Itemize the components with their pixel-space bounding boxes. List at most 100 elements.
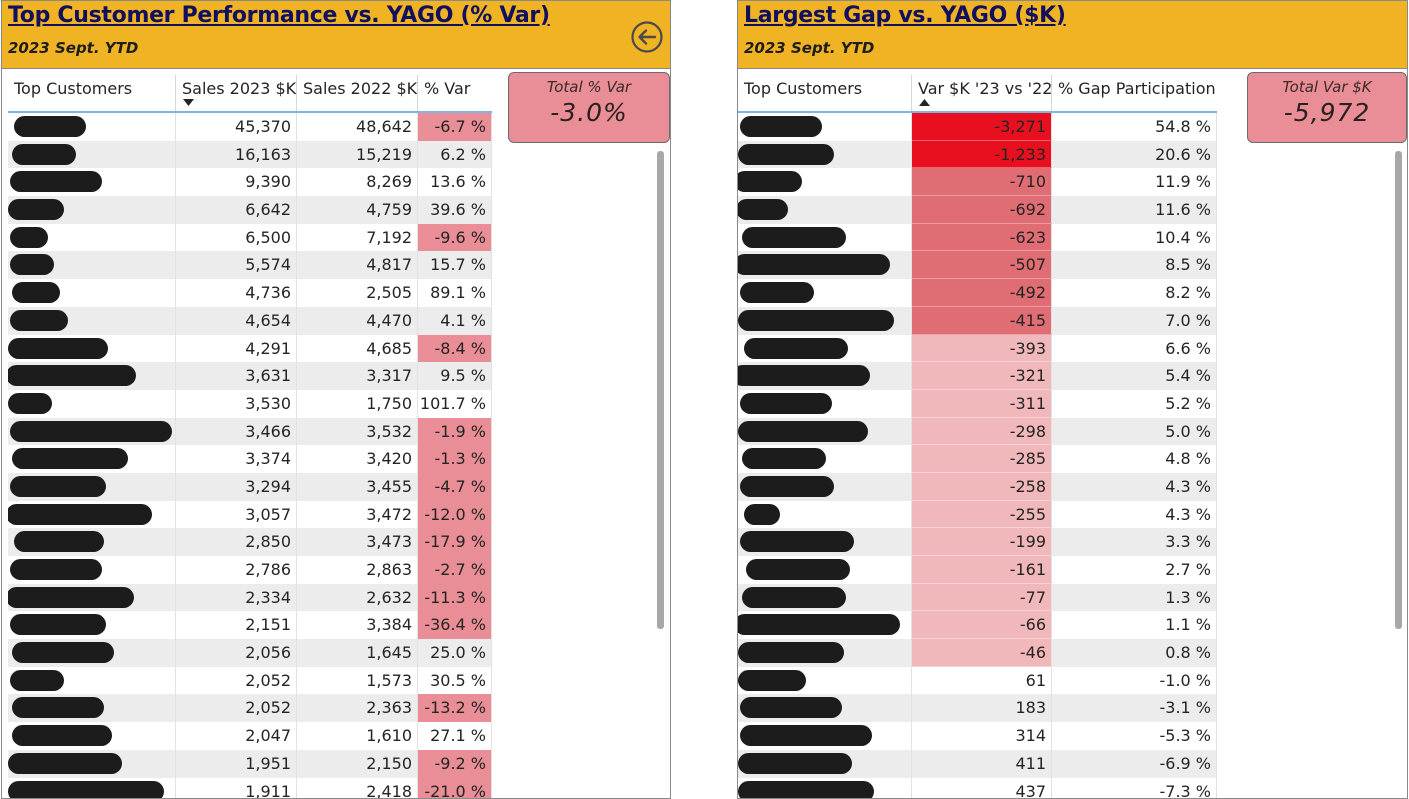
sales-2023-cell: 4,736 — [176, 279, 297, 307]
table-row[interactable]: 437 -7.3 % — [738, 777, 1217, 798]
table-row[interactable]: -692 11.6 % — [738, 196, 1217, 224]
column-header-var-k[interactable]: Var $K '23 vs '22 — [912, 75, 1052, 111]
customer-name-cell — [8, 417, 176, 446]
table-row[interactable]: -415 7.0 % — [738, 306, 1217, 335]
column-header-gap-participation[interactable]: % Gap Participation — [1058, 79, 1216, 98]
table-row[interactable]: -321 5.4 % — [738, 362, 1217, 390]
table-row[interactable]: 16,163 15,219 6.2 % — [8, 140, 492, 169]
var-k-cell: -1,233 — [912, 140, 1052, 169]
customer-name-cell — [8, 113, 176, 141]
sales-2023-cell: 2,052 — [176, 666, 297, 695]
table-row[interactable]: 411 -6.9 % — [738, 749, 1217, 778]
table-row[interactable]: 6,642 4,759 39.6 % — [8, 196, 492, 224]
table-row[interactable]: 3,057 3,472 -12.0 % — [8, 500, 492, 529]
table-row[interactable]: 4,291 4,685 -8.4 % — [8, 334, 492, 363]
gap-participation-cell: 10.4 % — [1052, 223, 1217, 252]
table-row[interactable]: -298 5.0 % — [738, 417, 1217, 446]
redaction-mark — [10, 669, 64, 691]
customer-name-cell — [8, 389, 176, 418]
table-row[interactable]: 2,047 1,610 27.1 % — [8, 722, 492, 750]
redaction-mark — [10, 171, 102, 193]
column-header-top-customers[interactable]: Top Customers — [738, 75, 912, 111]
table-row[interactable]: 6,500 7,192 -9.6 % — [8, 223, 492, 252]
redaction-mark — [744, 503, 780, 525]
sales-2022-cell: 7,192 — [297, 223, 418, 252]
table-row[interactable]: -1,233 20.6 % — [738, 140, 1217, 169]
sales-2023-cell: 16,163 — [176, 140, 297, 169]
table-row[interactable]: -199 3.3 % — [738, 528, 1217, 556]
sales-2022-cell: 4,685 — [297, 334, 418, 363]
table-row[interactable]: -161 2.7 % — [738, 556, 1217, 584]
table-row[interactable]: 1,911 2,418 -21.0 % — [8, 777, 492, 798]
pct-var-cell: 13.6 % — [418, 168, 492, 197]
sales-2023-cell: 2,052 — [176, 694, 297, 723]
table-row[interactable]: -507 8.5 % — [738, 251, 1217, 280]
var-k-cell: 183 — [912, 694, 1052, 723]
table-row[interactable]: 45,370 48,642 -6.7 % — [8, 113, 492, 141]
table-row[interactable]: 2,151 3,384 -36.4 % — [8, 611, 492, 640]
arrow-left-circle-icon[interactable] — [630, 20, 664, 54]
var-k-cell: -492 — [912, 279, 1052, 307]
table-row[interactable]: 5,574 4,817 15.7 % — [8, 251, 492, 280]
table-row[interactable]: 2,850 3,473 -17.9 % — [8, 528, 492, 556]
table-row[interactable]: -46 0.8 % — [738, 639, 1217, 667]
var-k-cell: 437 — [912, 777, 1052, 798]
redaction-mark — [8, 199, 64, 221]
table-row[interactable]: 3,631 3,317 9.5 % — [8, 362, 492, 390]
customer-name-cell — [738, 777, 912, 798]
redaction-mark — [8, 503, 152, 525]
vertical-scrollbar[interactable] — [1395, 151, 1402, 629]
redaction-mark — [8, 752, 122, 774]
visual-header: Top Customer Performance vs. YAGO (% Var… — [2, 1, 670, 69]
column-header-sales-2023[interactable]: Sales 2023 $K — [176, 75, 297, 111]
table-row[interactable]: 3,466 3,532 -1.9 % — [8, 417, 492, 446]
sales-2023-cell: 3,057 — [176, 500, 297, 529]
vertical-scrollbar[interactable] — [657, 151, 664, 629]
table-row[interactable]: -311 5.2 % — [738, 389, 1217, 418]
table-row[interactable]: 183 -3.1 % — [738, 694, 1217, 723]
column-header-pct-var[interactable]: % Var — [424, 79, 471, 98]
table-row[interactable]: 61 -1.0 % — [738, 666, 1217, 695]
table-row[interactable]: -77 1.3 % — [738, 583, 1217, 612]
gap-participation-cell: -3.1 % — [1052, 694, 1217, 723]
table-row[interactable]: 3,294 3,455 -4.7 % — [8, 472, 492, 501]
column-header-top-customers[interactable]: Top Customers — [8, 75, 176, 111]
table-row[interactable]: -255 4.3 % — [738, 500, 1217, 529]
table-row[interactable]: 4,654 4,470 4.1 % — [8, 306, 492, 335]
table-row[interactable]: -66 1.1 % — [738, 611, 1217, 640]
table-row[interactable]: -285 4.8 % — [738, 445, 1217, 473]
redaction-mark — [740, 725, 872, 747]
table-row[interactable]: 3,374 3,420 -1.3 % — [8, 445, 492, 473]
table-row[interactable]: 9,390 8,269 13.6 % — [8, 168, 492, 197]
table-row[interactable]: -623 10.4 % — [738, 223, 1217, 252]
table-row[interactable]: 3,530 1,750 101.7 % — [8, 389, 492, 418]
table-row[interactable]: 2,334 2,632 -11.3 % — [8, 583, 492, 612]
customer-name-cell — [8, 279, 176, 307]
table-row[interactable]: 2,052 1,573 30.5 % — [8, 666, 492, 695]
table-row[interactable]: 2,052 2,363 -13.2 % — [8, 694, 492, 723]
customer-name-cell — [738, 334, 912, 363]
table-row[interactable]: -258 4.3 % — [738, 472, 1217, 501]
customer-name-cell — [738, 583, 912, 612]
kpi-card-total-pct-var[interactable]: Total % Var -3.0% — [508, 72, 670, 143]
table-row[interactable]: -710 11.9 % — [738, 168, 1217, 197]
redaction-mark — [738, 143, 834, 165]
column-header-sales-2022[interactable]: Sales 2022 $K — [297, 75, 418, 111]
table-row[interactable]: 2,056 1,645 25.0 % — [8, 639, 492, 667]
table-row[interactable]: 4,736 2,505 89.1 % — [8, 279, 492, 307]
customer-name-cell — [738, 445, 912, 473]
table-row[interactable]: -393 6.6 % — [738, 334, 1217, 363]
sales-2022-cell: 3,384 — [297, 611, 418, 640]
table-row[interactable]: 314 -5.3 % — [738, 722, 1217, 750]
table-row[interactable]: -3,271 54.8 % — [738, 113, 1217, 141]
visual-title: Top Customer Performance vs. YAGO (% Var… — [8, 3, 550, 28]
kpi-card-total-var-k[interactable]: Total Var $K -5,972 — [1247, 72, 1407, 143]
kpi-value: -3.0% — [550, 98, 628, 127]
table-row[interactable]: 2,786 2,863 -2.7 % — [8, 556, 492, 584]
var-k-cell: -710 — [912, 168, 1052, 197]
pct-var-cell: 89.1 % — [418, 279, 492, 307]
var-k-cell: 411 — [912, 749, 1052, 778]
customer-name-cell — [8, 362, 176, 390]
table-row[interactable]: -492 8.2 % — [738, 279, 1217, 307]
table-row[interactable]: 1,951 2,150 -9.2 % — [8, 749, 492, 778]
